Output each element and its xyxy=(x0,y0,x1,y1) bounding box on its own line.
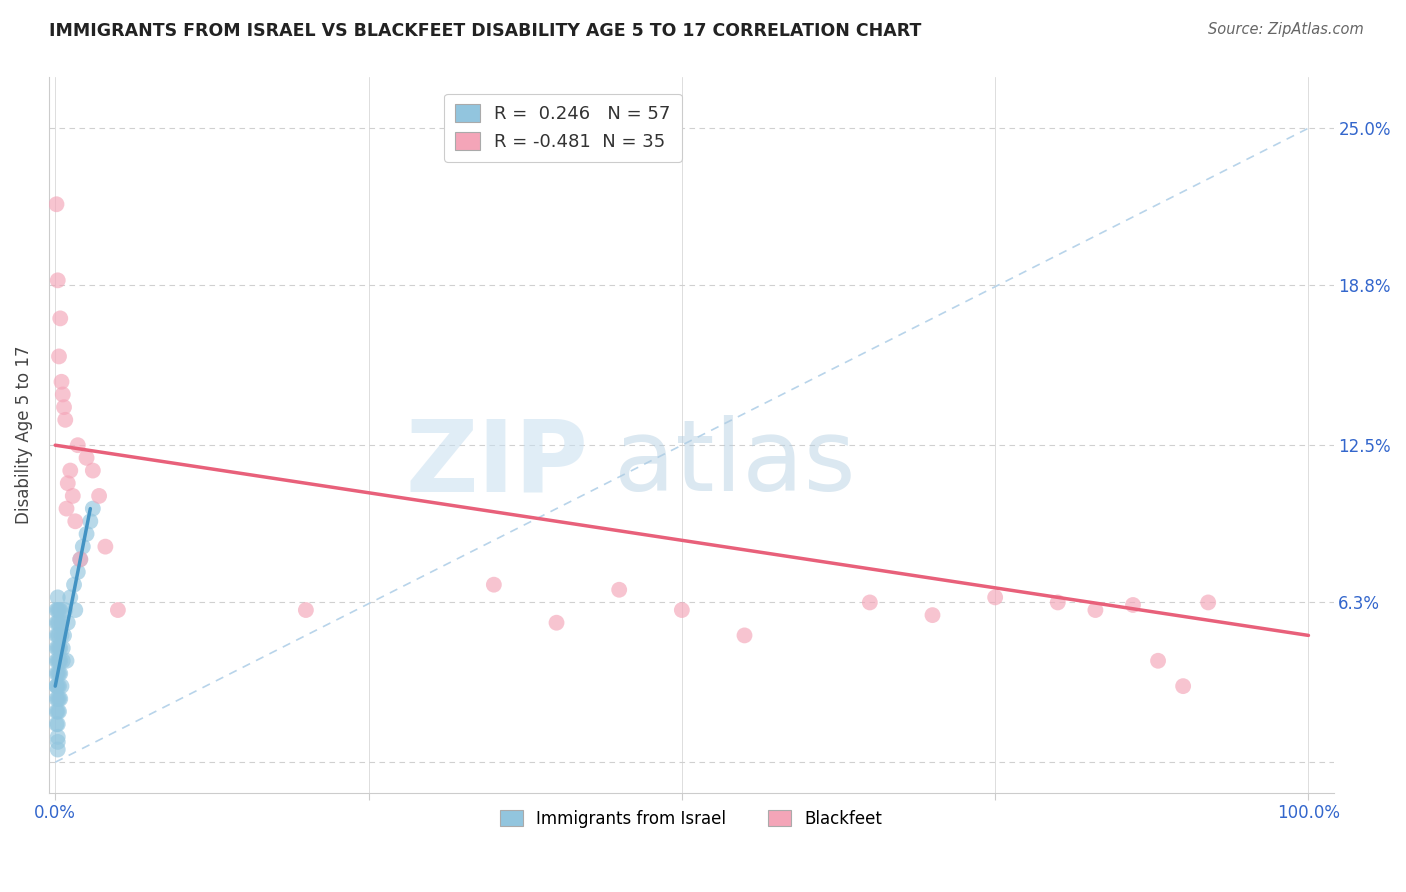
Point xyxy=(53,413,76,427)
Point xyxy=(51,628,73,642)
Point xyxy=(671,603,693,617)
Point xyxy=(48,666,70,681)
Point xyxy=(52,641,75,656)
Point xyxy=(46,654,69,668)
Point xyxy=(55,501,77,516)
Point xyxy=(79,514,101,528)
Point xyxy=(48,691,70,706)
Point xyxy=(48,615,70,630)
Point xyxy=(45,641,67,656)
Point xyxy=(48,654,70,668)
Point xyxy=(48,679,70,693)
Point xyxy=(46,591,69,605)
Point xyxy=(69,552,91,566)
Point xyxy=(46,603,69,617)
Point xyxy=(46,666,69,681)
Point xyxy=(295,603,318,617)
Point xyxy=(52,654,75,668)
Text: IMMIGRANTS FROM ISRAEL VS BLACKFEET DISABILITY AGE 5 TO 17 CORRELATION CHART: IMMIGRANTS FROM ISRAEL VS BLACKFEET DISA… xyxy=(49,22,921,40)
Point xyxy=(87,489,110,503)
Point xyxy=(76,527,98,541)
Point xyxy=(1084,603,1107,617)
Point xyxy=(546,615,568,630)
Text: ZIP: ZIP xyxy=(405,415,589,512)
Point xyxy=(51,375,73,389)
Point xyxy=(51,679,73,693)
Point xyxy=(45,615,67,630)
Point xyxy=(45,717,67,731)
Point xyxy=(45,603,67,617)
Point xyxy=(76,450,98,465)
Point xyxy=(62,489,84,503)
Point xyxy=(46,628,69,642)
Point xyxy=(45,679,67,693)
Point xyxy=(49,603,72,617)
Legend: Immigrants from Israel, Blackfeet: Immigrants from Israel, Blackfeet xyxy=(494,803,890,834)
Point xyxy=(921,608,943,623)
Point xyxy=(1197,595,1219,609)
Point xyxy=(56,476,79,491)
Point xyxy=(49,691,72,706)
Point xyxy=(734,628,756,642)
Point xyxy=(46,691,69,706)
Point xyxy=(49,666,72,681)
Point xyxy=(45,679,67,693)
Point xyxy=(46,705,69,719)
Point xyxy=(46,615,69,630)
Point xyxy=(46,742,69,756)
Point xyxy=(66,565,89,579)
Point xyxy=(63,577,86,591)
Point xyxy=(1147,654,1170,668)
Point xyxy=(48,641,70,656)
Point xyxy=(984,591,1007,605)
Point xyxy=(482,577,505,591)
Point xyxy=(49,654,72,668)
Point xyxy=(46,730,69,744)
Point xyxy=(46,735,69,749)
Point xyxy=(45,691,67,706)
Point xyxy=(66,438,89,452)
Point xyxy=(1122,598,1144,612)
Text: Source: ZipAtlas.com: Source: ZipAtlas.com xyxy=(1208,22,1364,37)
Point xyxy=(45,628,67,642)
Point xyxy=(49,641,72,656)
Point xyxy=(48,350,70,364)
Point xyxy=(48,603,70,617)
Point xyxy=(1171,679,1194,693)
Point xyxy=(46,679,69,693)
Point xyxy=(55,654,77,668)
Point xyxy=(69,552,91,566)
Point xyxy=(82,501,104,516)
Point xyxy=(72,540,94,554)
Point xyxy=(45,654,67,668)
Point xyxy=(53,400,76,414)
Point xyxy=(49,311,72,326)
Point xyxy=(107,603,129,617)
Point xyxy=(59,591,82,605)
Point xyxy=(48,628,70,642)
Point xyxy=(53,603,76,617)
Point xyxy=(59,464,82,478)
Point xyxy=(56,615,79,630)
Point xyxy=(94,540,117,554)
Point xyxy=(46,273,69,287)
Point xyxy=(52,387,75,401)
Point xyxy=(45,197,67,211)
Point xyxy=(82,464,104,478)
Point xyxy=(45,666,67,681)
Text: atlas: atlas xyxy=(614,415,856,512)
Point xyxy=(859,595,882,609)
Point xyxy=(1046,595,1069,609)
Point xyxy=(46,641,69,656)
Point xyxy=(53,628,76,642)
Point xyxy=(48,705,70,719)
Point xyxy=(65,514,87,528)
Point xyxy=(46,717,69,731)
Point xyxy=(45,705,67,719)
Point xyxy=(65,603,87,617)
Point xyxy=(607,582,630,597)
Y-axis label: Disability Age 5 to 17: Disability Age 5 to 17 xyxy=(15,346,32,524)
Point xyxy=(51,615,73,630)
